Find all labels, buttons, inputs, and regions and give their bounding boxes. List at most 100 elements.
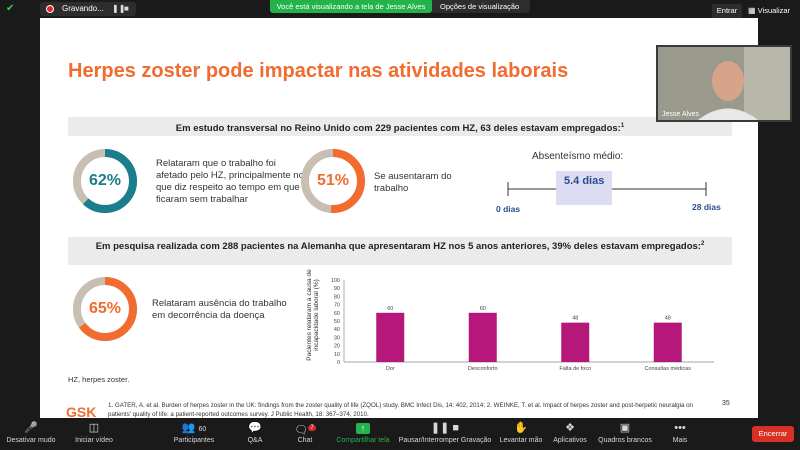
donut-51-fill [301, 149, 365, 213]
scale-max-label: 28 dias [692, 202, 721, 212]
stat3-text: Relataram ausência do trabalho em decorr… [152, 298, 287, 321]
view-options-button[interactable]: Opções de visualização ⌄ [432, 0, 530, 24]
grid-icon: ▦ [748, 6, 756, 15]
whiteboard-icon: ▣ [619, 422, 631, 434]
chart-y-tick-label: 80 [334, 294, 340, 300]
chart-y-tick-label: 20 [334, 344, 340, 350]
participant-video-tile[interactable]: Jesse Alves [656, 45, 792, 122]
share-screen-icon: ↑ [334, 420, 392, 437]
absenteeism-label: Absenteísmo médio: [532, 151, 624, 162]
recording-label: Gravando... [62, 4, 104, 13]
chart-category-label: Falta de foco [559, 366, 591, 372]
donut-65-percent: 65% [88, 300, 122, 317]
share-screen-button[interactable]: ↑ Compartilhar tela [334, 420, 392, 450]
page-number: 35 [722, 400, 730, 407]
record-dot-icon [46, 5, 54, 13]
absenteeism-value: 5.4 dias [563, 175, 605, 187]
stat1-text: Relataram que o trabalho foi afetado pel… [156, 158, 304, 205]
study1-heading-band: Em estudo transversal no Reino Unido com… [68, 117, 732, 136]
end-meeting-button[interactable]: Encerrar [752, 426, 794, 442]
more-label: Mais [672, 437, 688, 444]
stop-icon[interactable]: ■ [124, 4, 129, 13]
donut-51: 51% [300, 148, 366, 214]
person-head [712, 61, 744, 101]
scale-min-label: 0 dias [496, 204, 521, 214]
chart-category-label: Consultas médicas [645, 366, 692, 372]
pause-stop-icon: ❚❚ ■ [430, 422, 460, 434]
participants-label: Participantes [173, 437, 215, 444]
chart-y-axis-label: Pacientes relataram a causa de incapacid… [306, 269, 320, 361]
incapacity-bar-chart: 0 10 20 30 40 50 60 70 80 90 100 60 Dor 60 Desconforto… [331, 278, 714, 372]
chart-data-label: 48 [572, 316, 578, 322]
view-label: Visualizar [757, 6, 791, 15]
chart-bar [653, 322, 682, 362]
study1-heading: Em estudo transversal no Reino Unido com… [175, 123, 621, 135]
whiteboards-label: Quadros brancos [598, 437, 652, 444]
chart-data-label: 60 [480, 306, 486, 312]
qa-label: Q&A [247, 437, 263, 444]
donut-65-fill [73, 277, 137, 341]
mute-button[interactable]: 🎤 Desativar mudo [4, 420, 58, 450]
raise-hand-button[interactable]: ✋ Levantar mão [498, 420, 544, 450]
chart-y-tick-label: 10 [334, 352, 340, 358]
participants-button[interactable]: 👥 60 Participantes [168, 420, 220, 450]
record-label: Pausar/Interromper Gravação [398, 437, 492, 444]
donut-62-fill [73, 149, 137, 213]
person-silhouette [658, 47, 790, 120]
video-window [744, 47, 790, 120]
apps-button[interactable]: ❖ Aplicativos [550, 420, 590, 450]
chart-y-tick-label: 60 [334, 311, 340, 317]
chat-button[interactable]: 🗨 7 Chat [290, 420, 320, 450]
enter-button[interactable]: Entrar [712, 4, 742, 18]
mute-label: Desativar mudo [6, 437, 56, 444]
video-off-icon: ◫ [88, 422, 100, 434]
chart-y-tick-label: 70 [334, 303, 340, 309]
donut-65: 65% [72, 276, 138, 342]
chat-label: Chat [297, 437, 313, 444]
start-video-button[interactable]: ◫ Iniciar vídeo [70, 420, 118, 450]
video-label: Iniciar vídeo [75, 437, 113, 444]
donut-65-ring [73, 277, 137, 341]
view-button[interactable]: ▦ Visualizar [748, 4, 796, 18]
qa-button[interactable]: 💬 Q&A [240, 420, 270, 450]
more-button[interactable]: ••• Mais [664, 420, 696, 450]
microphone-muted-icon: 🎤 [24, 422, 38, 434]
chart-y-tick-label: 40 [334, 327, 340, 333]
more-icon: ••• [674, 422, 686, 434]
chart-y-tick-label: 100 [331, 278, 340, 284]
shield-check-icon[interactable]: ✔ [6, 3, 15, 14]
abbreviation-note: HZ, herpes zoster. [68, 375, 130, 384]
participant-name: Jesse Alves [662, 111, 699, 118]
shared-slide: Herpes zoster pode impactar nas atividad… [40, 18, 758, 419]
recording-indicator: Gravando... ❚❚ ■ [40, 2, 136, 16]
stat2-text: Se ausentaram do trabalho [374, 171, 452, 194]
person-shirt [698, 108, 758, 120]
hand-icon: ✋ [514, 422, 528, 434]
whiteboards-button[interactable]: ▣ Quadros brancos [596, 420, 654, 450]
share-banner: Você está visualizando a tela de Jesse A… [270, 0, 432, 13]
raise-hand-label: Levantar mão [499, 437, 543, 444]
meeting-top-bar: ✔ Gravando... ❚❚ ■ Você está visualizand… [0, 0, 800, 24]
chart-y-tick-label: 90 [334, 286, 340, 292]
participants-icon: 👥 60 [181, 422, 207, 434]
study2-superscript: 2 [700, 241, 705, 247]
references: 1. GATER, A. et al. Burden of herpes zos… [108, 402, 693, 418]
apps-label: Aplicativos [553, 437, 587, 444]
chart-y-tick-label: 30 [334, 335, 340, 341]
chart-bar [376, 312, 405, 362]
record-button[interactable]: ❚❚ ■ Pausar/Interromper Gravação [398, 420, 492, 450]
pause-icon[interactable]: ❚❚ [112, 4, 126, 13]
gsk-logo: GSK [66, 405, 97, 419]
chat-icon: 🗨 7 [294, 424, 316, 437]
chart-y-tick-label: 50 [334, 319, 340, 325]
donut-51-ring [301, 149, 365, 213]
study2-heading: Em pesquisa realizada com 288 pacientes … [95, 241, 701, 253]
chart-category-label: Dor [386, 366, 395, 372]
chart-data-label: 48 [665, 316, 671, 322]
donut-51-percent: 51% [316, 172, 350, 189]
qa-icon: 💬 [248, 422, 262, 434]
chart-data-label: 60 [387, 306, 393, 312]
donut-62-percent: 62% [88, 172, 122, 189]
chart-bar [468, 312, 497, 362]
view-options-label: Opções de visualização [440, 2, 520, 11]
